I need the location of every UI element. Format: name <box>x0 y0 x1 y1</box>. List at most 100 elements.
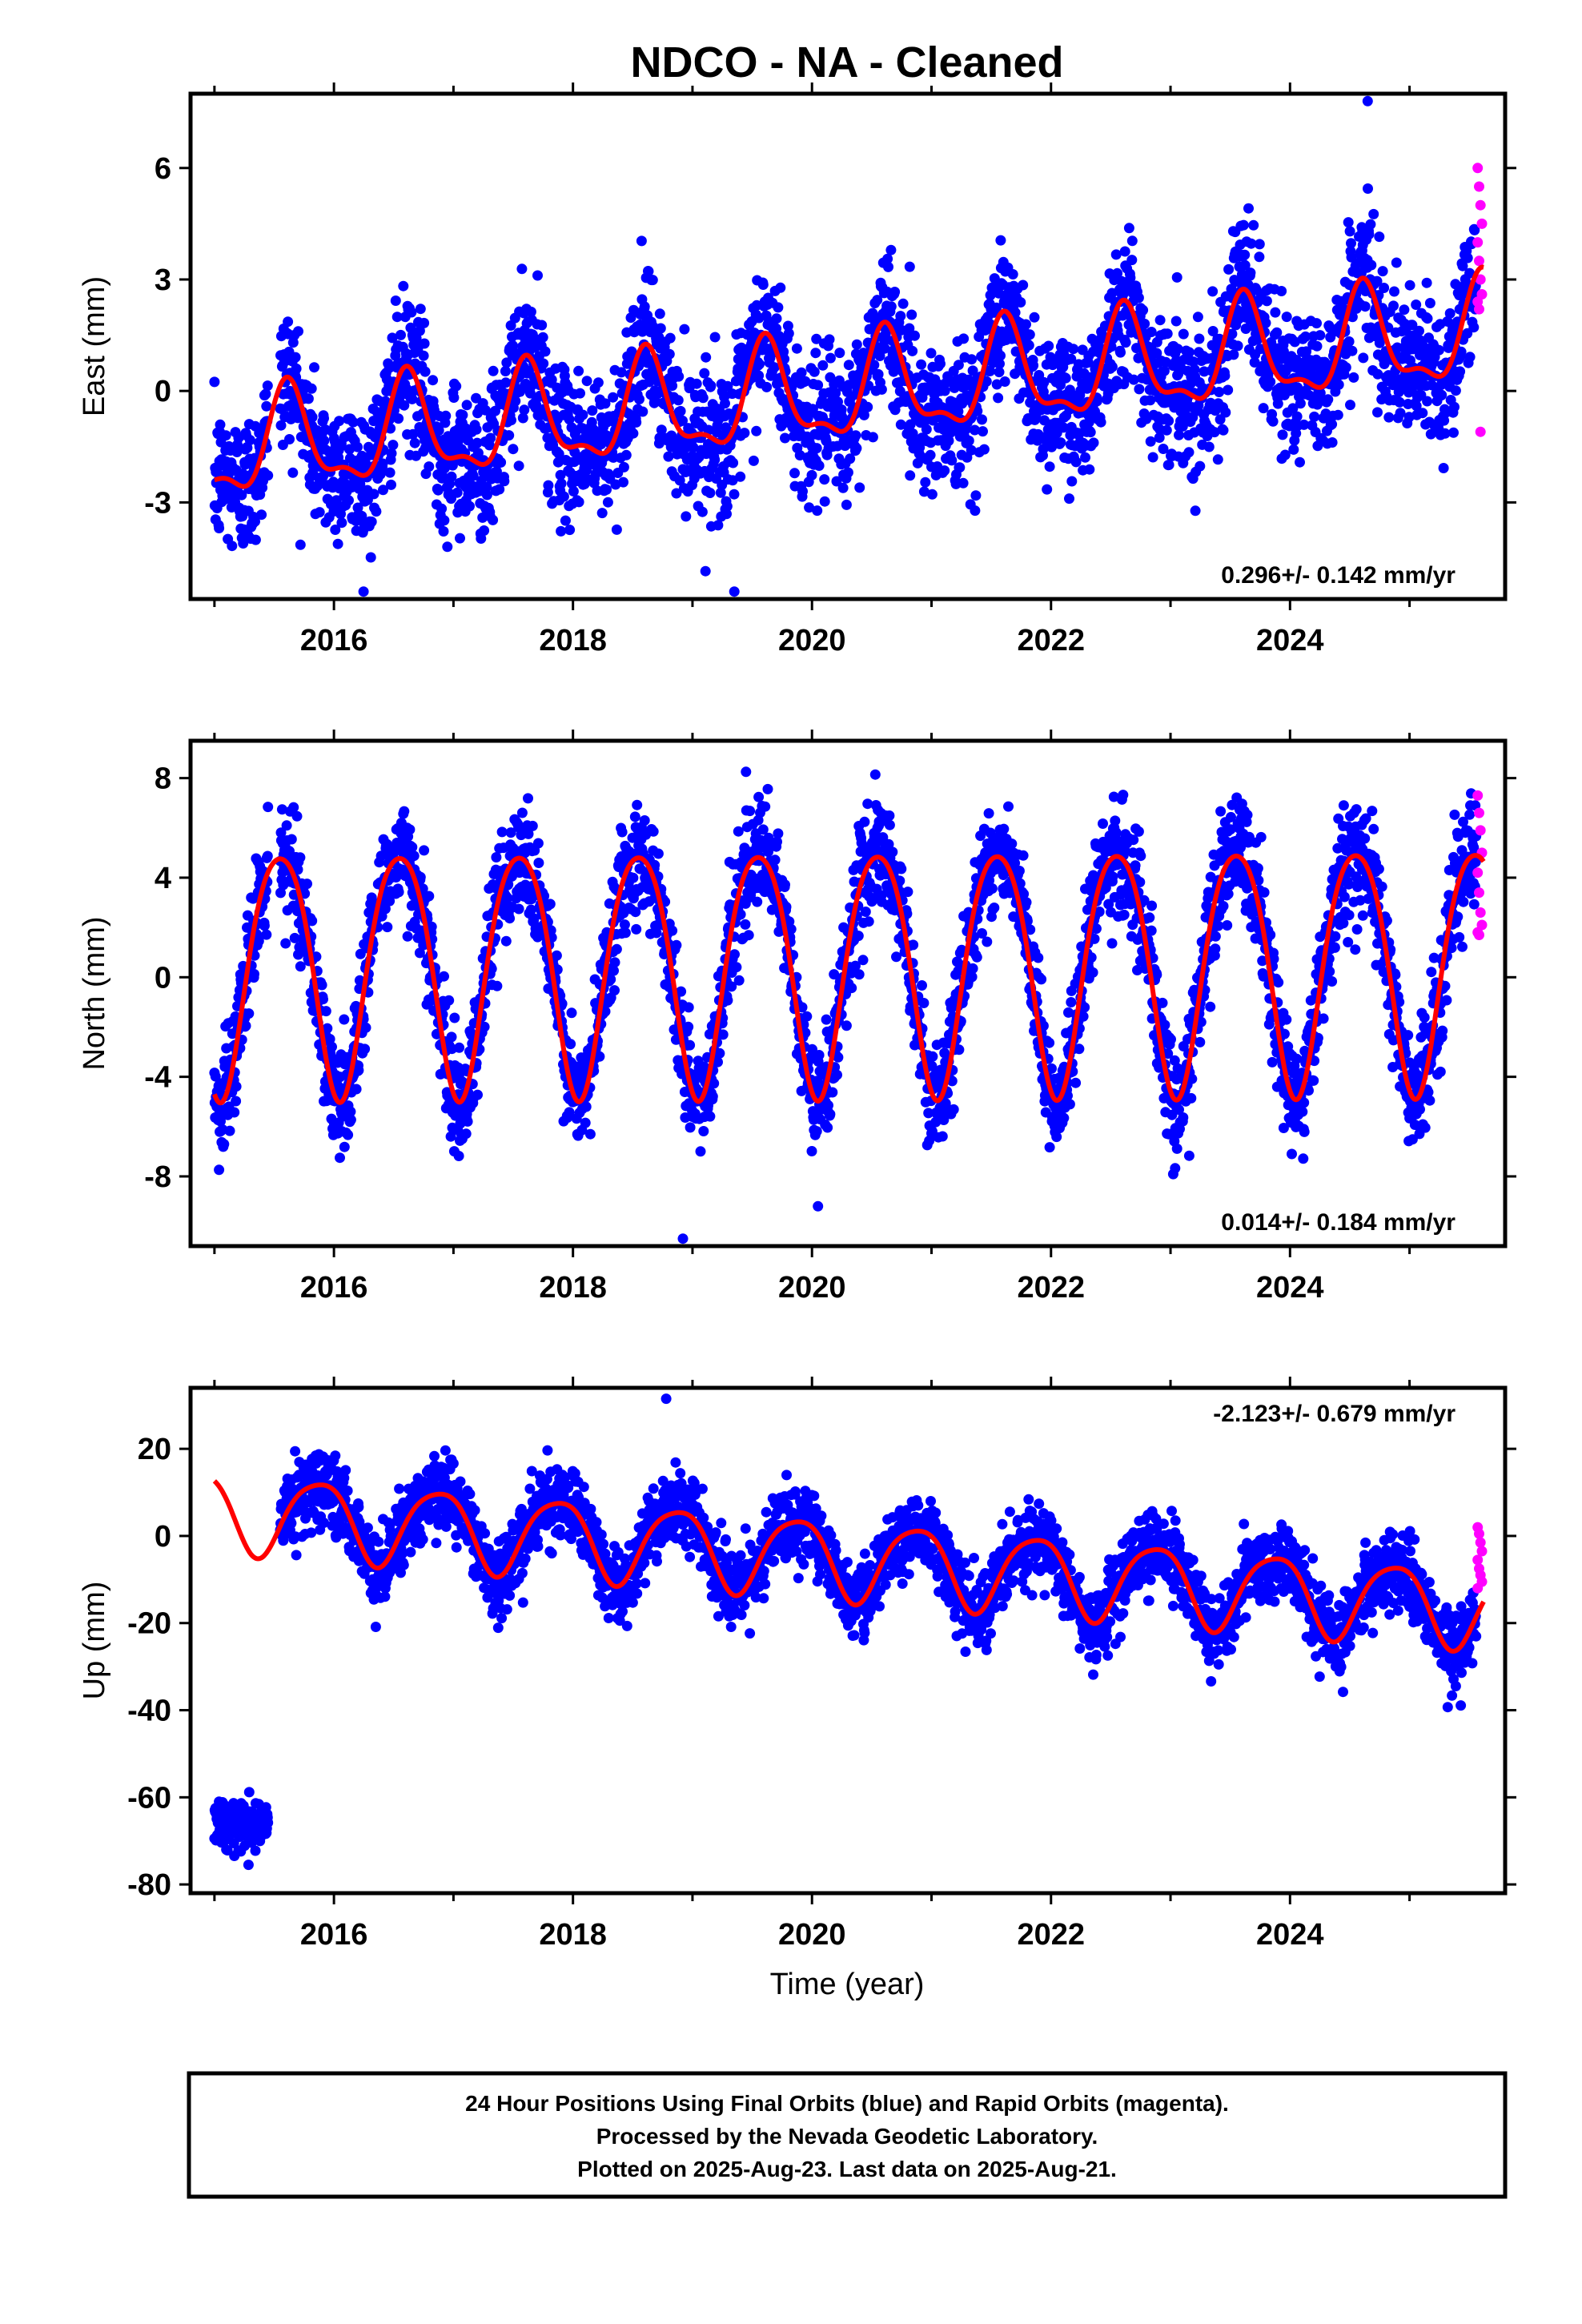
data-point <box>446 1031 457 1043</box>
data-point <box>406 307 417 318</box>
y-tick-label: 0 <box>155 375 171 408</box>
data-point <box>451 380 462 392</box>
data-point <box>926 489 938 500</box>
data-point <box>647 275 658 286</box>
data-point <box>513 903 524 915</box>
x-tick-label: 2018 <box>539 624 607 657</box>
data-point <box>618 461 629 472</box>
data-point <box>783 328 794 339</box>
data-point <box>592 377 604 388</box>
data-point <box>939 465 950 476</box>
data-point <box>288 802 299 813</box>
data-point <box>921 424 932 435</box>
data-point <box>360 1022 371 1033</box>
data-point <box>290 352 301 363</box>
data-point <box>351 1084 362 1095</box>
data-point <box>1060 372 1071 384</box>
data-point <box>1363 229 1375 240</box>
data-point <box>811 1126 822 1137</box>
data-point <box>399 806 410 817</box>
data-point <box>1421 277 1432 288</box>
data-point <box>837 482 849 493</box>
data-point <box>479 525 490 536</box>
data-point <box>538 358 549 369</box>
data-point <box>1170 316 1182 327</box>
data-point <box>424 461 435 472</box>
data-point <box>637 406 648 417</box>
data-point <box>904 261 915 272</box>
data-point <box>1281 312 1292 323</box>
data-point <box>729 489 740 500</box>
data-point <box>843 360 854 371</box>
data-point <box>1267 416 1279 427</box>
data-point <box>1115 347 1126 358</box>
data-point <box>691 378 702 389</box>
data-point <box>500 366 511 376</box>
data-point <box>681 511 692 522</box>
y-tick-label: 6 <box>155 152 171 186</box>
data-point <box>634 394 644 404</box>
data-point <box>1044 461 1055 472</box>
data-point <box>564 414 575 425</box>
rapid-point <box>1474 255 1484 267</box>
data-point <box>587 405 598 416</box>
data-point <box>1207 286 1219 297</box>
data-point <box>618 476 628 488</box>
data-point <box>481 489 492 501</box>
data-point <box>560 515 571 526</box>
data-point <box>399 400 410 411</box>
data-point <box>440 410 452 421</box>
data-point <box>584 1128 596 1140</box>
data-point <box>468 470 479 481</box>
data-point <box>1018 279 1029 291</box>
data-point <box>995 235 1006 246</box>
data-point <box>977 414 987 425</box>
data-point <box>993 392 1004 404</box>
rapid-point <box>1472 163 1484 174</box>
data-point <box>1343 336 1355 347</box>
data-point <box>309 362 319 373</box>
data-point <box>453 1151 464 1161</box>
data-point <box>697 506 708 517</box>
data-point <box>813 380 824 391</box>
data-point <box>260 388 271 400</box>
data-point <box>568 486 579 497</box>
data-point <box>705 488 716 498</box>
data-point <box>1126 255 1138 266</box>
data-point <box>525 306 536 317</box>
data-point <box>428 375 439 386</box>
data-point <box>1183 447 1195 458</box>
data-point <box>1276 286 1287 296</box>
data-point <box>978 426 988 437</box>
data-point <box>501 357 512 368</box>
data-point <box>679 324 690 335</box>
data-point <box>620 927 631 939</box>
data-point <box>664 348 675 360</box>
data-point <box>291 810 303 822</box>
data-point <box>1126 235 1138 247</box>
data-point <box>384 467 396 478</box>
data-point <box>842 467 853 478</box>
data-point <box>1248 219 1259 231</box>
data-point <box>822 1122 833 1133</box>
data-point <box>510 396 521 407</box>
data-point <box>307 412 318 423</box>
data-point <box>1436 389 1447 400</box>
data-point <box>685 1039 696 1051</box>
data-point <box>331 495 342 506</box>
data-point <box>733 826 744 837</box>
data-point <box>1133 292 1144 304</box>
y-tick-label: 3 <box>155 263 171 297</box>
data-point <box>220 430 231 441</box>
data-point <box>885 244 897 255</box>
data-point <box>1055 437 1066 448</box>
data-point <box>705 1111 716 1122</box>
data-point <box>806 1146 817 1156</box>
data-point <box>1433 344 1444 356</box>
data-point <box>1139 318 1150 329</box>
data-point <box>780 432 790 444</box>
data-point <box>1333 379 1344 390</box>
data-point <box>1363 183 1373 194</box>
data-point <box>419 317 430 328</box>
